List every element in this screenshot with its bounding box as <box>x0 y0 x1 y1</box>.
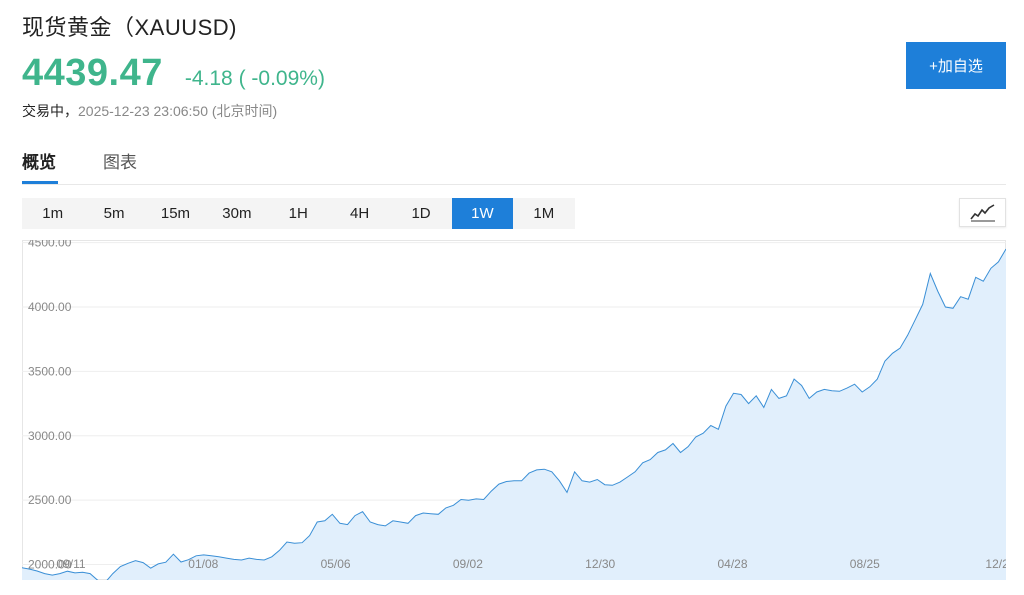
x-tick-label: 09/02 <box>453 557 483 571</box>
x-tick-label: 08/25 <box>850 557 880 571</box>
interval-30m[interactable]: 30m <box>222 205 252 222</box>
chart-type-toggle-button[interactable] <box>959 198 1006 227</box>
interval-1w[interactable]: 1W <box>451 198 514 229</box>
x-tick-label: 12/2 <box>985 557 1006 571</box>
x-tick-label: 01/08 <box>188 557 218 571</box>
x-tick-label: 04/28 <box>717 557 747 571</box>
line-chart-icon <box>969 203 995 221</box>
price-row: 4439.47 -4.18 ( -0.09%) <box>22 52 325 95</box>
interval-5m[interactable]: 5m <box>103 205 125 222</box>
y-tick-label: 4000.00 <box>28 300 72 314</box>
price-chart-svg: 2000.00 2500.00 3000.00 3500.00 4000.00 4500.… <box>22 240 1006 580</box>
interval-1month[interactable]: 1M <box>533 205 555 222</box>
x-tick-label: 12/30 <box>585 557 615 571</box>
interval-selector: 1m 5m 15m 30m 1H 4H 1D 1W 1M <box>22 198 575 229</box>
y-tick-label: 4500.00 <box>28 240 72 250</box>
trading-status: 交易中，2025-12-23 23:06:50 (北京时间) <box>22 101 277 121</box>
quote-timestamp: 2025-12-23 23:06:50 (北京时间) <box>78 103 278 119</box>
interval-4h[interactable]: 4H <box>350 205 370 222</box>
y-tick-label: 3000.00 <box>28 429 72 443</box>
price-line <box>22 248 1006 580</box>
y-tick-label: 2000.00 <box>28 558 72 572</box>
x-tick-label: 09/11 <box>56 557 85 571</box>
tab-bar: 概览 图表 <box>22 148 1006 185</box>
instrument-title: 现货黄金（XAUUSD) <box>22 15 238 40</box>
price-chart[interactable]: 2000.00 2500.00 3000.00 3500.00 4000.00 4500.… <box>22 240 1006 580</box>
status-label: 交易中， <box>22 103 78 119</box>
interval-1h[interactable]: 1H <box>288 205 308 222</box>
interval-1m[interactable]: 1m <box>42 205 64 222</box>
tab-chart[interactable]: 图表 <box>103 153 137 172</box>
interval-1d[interactable]: 1D <box>411 205 431 222</box>
tab-overview[interactable]: 概览 <box>22 148 58 184</box>
interval-15m[interactable]: 15m <box>160 205 191 222</box>
add-to-watchlist-button[interactable]: +加自选 <box>906 42 1006 89</box>
last-price: 4439.47 <box>22 52 163 94</box>
y-tick-label: 3500.00 <box>28 364 72 378</box>
y-tick-label: 2500.00 <box>28 493 72 507</box>
x-tick-label: 05/06 <box>321 557 351 571</box>
price-area <box>22 249 1006 580</box>
price-change: -4.18 ( -0.09%) <box>184 67 325 90</box>
